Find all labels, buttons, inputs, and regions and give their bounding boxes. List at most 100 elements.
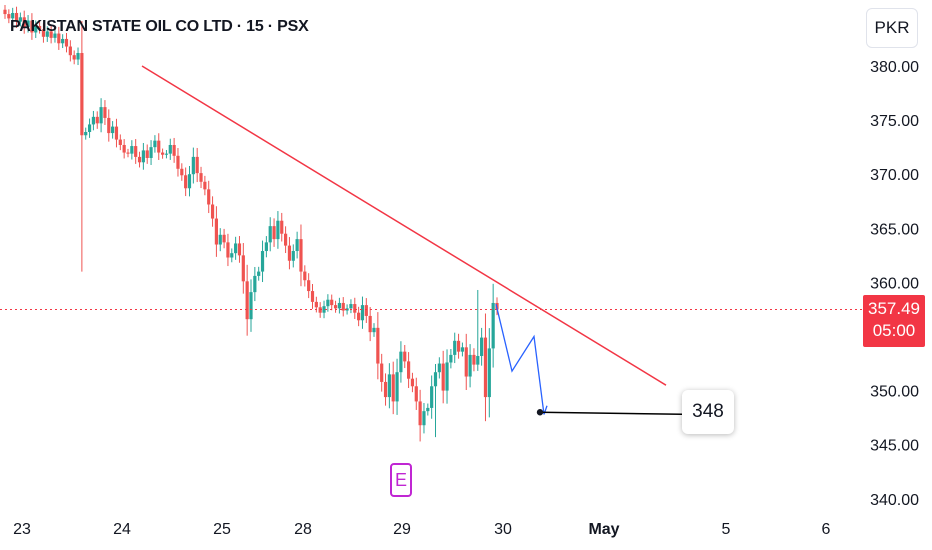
x-tick-label: 6 — [822, 521, 831, 538]
candle-body — [137, 156, 142, 163]
candle — [326, 294, 330, 312]
time-axis: 23 24 25 28 29 30 May 5 6 — [13, 521, 830, 538]
target-anchor-dot — [536, 409, 544, 416]
candle — [418, 389, 422, 442]
y-tick-label: 375.00 — [870, 113, 919, 130]
candle-body — [168, 144, 172, 154]
candle-body — [418, 401, 422, 426]
candle-body — [487, 348, 491, 398]
candle-body — [134, 146, 138, 157]
candle-body — [257, 271, 261, 276]
candle-body — [84, 132, 88, 136]
candle — [403, 344, 407, 369]
candle-body — [268, 226, 272, 243]
candle — [437, 357, 441, 379]
candle-body — [191, 156, 195, 175]
candle — [253, 266, 257, 302]
candle-body — [491, 302, 495, 349]
candle — [61, 34, 65, 49]
candle-body — [372, 327, 376, 333]
candle — [345, 304, 349, 315]
candle-body — [426, 407, 430, 412]
candle-body — [303, 271, 307, 281]
candle-body — [430, 386, 434, 408]
candle — [168, 138, 172, 160]
candle-body — [445, 362, 449, 391]
candle-body — [72, 55, 76, 60]
candle — [483, 313, 488, 422]
candle-body — [464, 347, 468, 377]
candle — [303, 265, 307, 287]
candle-body — [353, 304, 357, 313]
candle — [45, 26, 49, 42]
candle — [210, 196, 215, 227]
candle — [3, 4, 7, 19]
candle — [276, 211, 280, 249]
candle-body — [280, 220, 284, 234]
candle-body — [7, 14, 11, 19]
candle — [84, 127, 88, 140]
candle-body — [76, 53, 80, 60]
candle-body — [130, 146, 134, 154]
candle-body — [337, 302, 342, 309]
candle — [414, 377, 418, 410]
x-tick-label: 25 — [213, 521, 231, 538]
candle — [449, 348, 453, 369]
candle — [395, 358, 399, 415]
candle-body — [453, 340, 457, 355]
candle-body — [214, 218, 219, 245]
y-tick-label: 340.00 — [870, 492, 919, 509]
target-line — [539, 411, 683, 415]
candle — [264, 236, 268, 258]
symbol-title[interactable]: PAKISTAN STATE OIL CO LTD · 15 · PSX — [10, 18, 309, 35]
candle-body — [87, 124, 92, 133]
earnings-badge[interactable]: E — [390, 463, 412, 497]
candle-body — [222, 234, 226, 243]
candle-body — [126, 152, 130, 154]
candle-body — [218, 234, 222, 245]
candle-body — [160, 152, 165, 155]
candle — [184, 167, 188, 197]
candle-body — [307, 280, 311, 292]
candle — [130, 140, 134, 160]
candle — [391, 361, 395, 415]
candle-body — [437, 363, 441, 373]
candle-body — [195, 156, 199, 174]
candle-body — [45, 31, 49, 37]
candle-body — [291, 251, 295, 261]
candle-body — [203, 181, 207, 190]
target-label[interactable]: 348 — [682, 390, 734, 434]
bar-countdown: 05:00 — [872, 321, 916, 340]
x-tick-label: 23 — [13, 521, 31, 538]
candle-body — [376, 327, 380, 364]
candle — [260, 240, 265, 283]
candle — [333, 300, 338, 313]
candle-body — [141, 150, 145, 163]
candle-body — [387, 374, 391, 398]
candle — [87, 118, 92, 138]
candle — [80, 20, 84, 272]
candle — [368, 307, 372, 342]
candle — [433, 364, 438, 438]
candle — [134, 139, 138, 164]
candle-body — [49, 31, 53, 38]
candle — [341, 297, 345, 317]
x-tick-label: 30 — [494, 521, 512, 538]
candle — [122, 139, 126, 159]
candle — [249, 279, 253, 332]
candle-body — [53, 33, 57, 38]
candle-body — [260, 251, 265, 272]
candle-body — [95, 116, 99, 124]
candle — [310, 284, 315, 309]
candle — [157, 133, 161, 160]
candle — [372, 323, 376, 337]
price-axis: 340.00 345.00 350.00 360.00 365.00 370.00 375.… — [870, 59, 919, 509]
candle-body — [272, 226, 276, 240]
candle — [422, 402, 426, 434]
candle — [441, 350, 445, 404]
currency-button[interactable]: PKR — [866, 8, 918, 48]
candle — [380, 353, 384, 392]
x-tick-label: 24 — [113, 521, 131, 538]
candle-body — [30, 20, 34, 33]
